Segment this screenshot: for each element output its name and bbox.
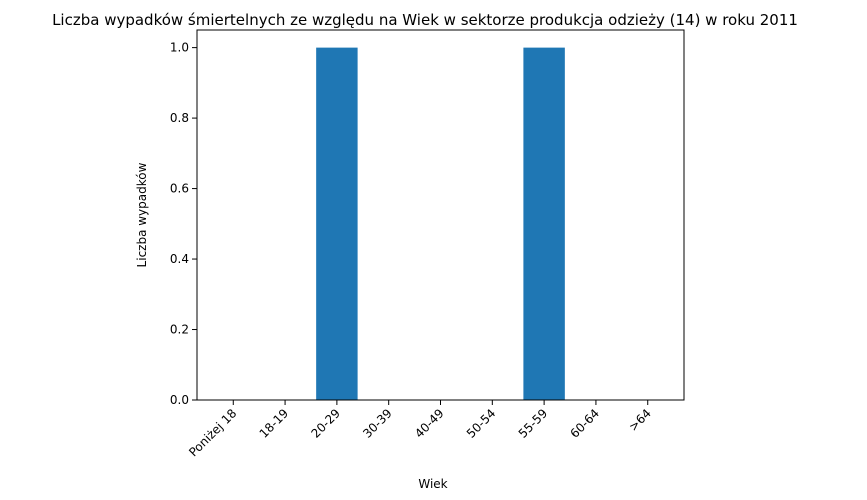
x-tick-label: 18-19 bbox=[257, 406, 292, 441]
x-tick-label: 55-59 bbox=[516, 406, 551, 441]
x-axis-label: Wiek bbox=[418, 477, 447, 491]
x-tick-label: >64 bbox=[626, 406, 654, 434]
x-tick-label: Poniżej 18 bbox=[186, 406, 239, 459]
x-tick-label: 50-54 bbox=[464, 406, 499, 441]
plot-frame bbox=[196, 29, 685, 401]
x-axis: Poniżej 18 18-19 20-29 30-39 40-49 50-54 55-59… bbox=[186, 400, 654, 459]
y-tick-label: 0.0 bbox=[170, 393, 189, 407]
x-tick-label: 20-29 bbox=[308, 406, 343, 441]
y-tick-label: 0.8 bbox=[170, 111, 189, 125]
x-tick-label: 60-64 bbox=[567, 406, 602, 441]
y-axis: 0.0 0.2 0.4 0.6 0.8 1.0 bbox=[170, 41, 197, 407]
bar-55-59 bbox=[523, 47, 565, 400]
bar-20-29 bbox=[316, 47, 358, 400]
x-tick-label: 30-39 bbox=[360, 406, 395, 441]
y-tick-label: 0.2 bbox=[170, 323, 189, 337]
y-tick-label: 0.4 bbox=[170, 252, 189, 266]
bars-group bbox=[316, 47, 565, 400]
x-tick-label: 40-49 bbox=[412, 406, 447, 441]
y-axis-label: Liczba wypadków bbox=[135, 162, 149, 267]
y-tick-label: 0.6 bbox=[170, 182, 189, 196]
y-tick-label: 1.0 bbox=[170, 41, 189, 55]
chart-title: Liczba wypadków śmiertelnych ze względu … bbox=[52, 11, 798, 29]
